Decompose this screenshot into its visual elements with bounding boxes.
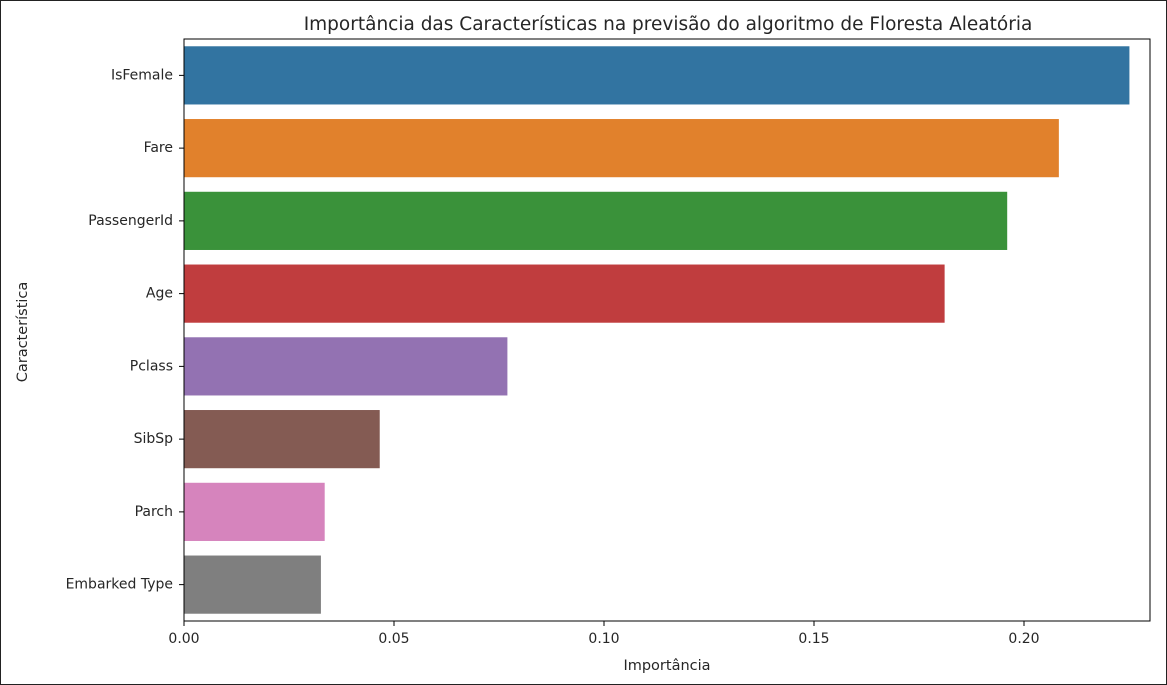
- bar-pclass: [184, 337, 508, 396]
- y-tick-label: IsFemale: [111, 67, 173, 83]
- x-tick-label: 0.20: [1008, 631, 1039, 647]
- bar-fare: [184, 119, 1059, 178]
- y-tick-label: Pclass: [130, 358, 173, 374]
- y-tick-label: Fare: [144, 140, 173, 156]
- bar-passengerid: [184, 191, 1008, 250]
- bar-sibsp: [184, 410, 380, 469]
- y-axis-ticks: IsFemale Fare PassengerId Age Pclass SibSp Par…: [66, 67, 184, 593]
- bar-parch: [184, 482, 325, 541]
- x-tick-label: 0.05: [378, 631, 409, 647]
- y-tick-label: Embarked Type: [66, 577, 173, 593]
- x-tick-label: 0.10: [588, 631, 619, 647]
- y-tick-label: Age: [146, 286, 173, 302]
- x-tick-label: 0.00: [168, 631, 199, 647]
- bar-embarked-type: [184, 555, 321, 614]
- y-tick-label: SibSp: [134, 431, 174, 447]
- chart-title: Importância das Características na previ…: [304, 14, 1033, 35]
- x-axis-label: Importância: [623, 658, 710, 674]
- bar-isfemale: [184, 46, 1130, 105]
- y-tick-label: PassengerId: [88, 213, 173, 229]
- plot-area-frame: [183, 38, 1151, 622]
- bars-group: [184, 46, 1130, 614]
- x-tick-label: 0.15: [798, 631, 829, 647]
- bar-age: [184, 264, 945, 323]
- y-tick-label: Parch: [135, 504, 173, 520]
- x-axis-ticks: 0.00 0.05 0.10 0.15 0.20: [168, 621, 1040, 647]
- y-axis-label: Característica: [15, 282, 31, 383]
